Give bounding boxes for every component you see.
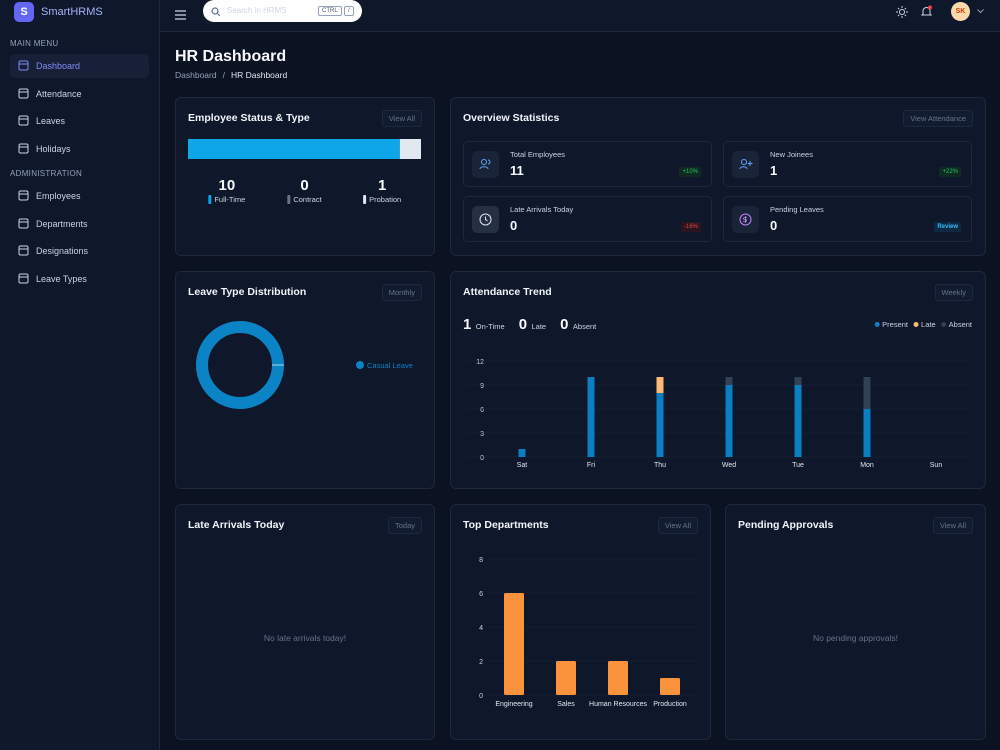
empty-message: No pending approvals!: [812, 633, 899, 643]
summary-label: On-Time: [475, 322, 505, 331]
pending-approvals-card: Pending Approvals View All No pending ap…: [725, 504, 986, 740]
stat-icon: [732, 206, 759, 233]
overview-card: Overview Statistics View Attendance Tota…: [450, 97, 986, 256]
theme-toggle[interactable]: [896, 6, 908, 18]
section-title: MAIN MENU: [10, 39, 59, 48]
summary-value: 0: [560, 316, 569, 333]
stat-badge: +22%: [939, 167, 961, 177]
summary-item: 1 On-Time: [463, 316, 505, 334]
nav-item[interactable]: Holidays: [10, 137, 149, 161]
nav-label: Employees: [36, 191, 81, 201]
nav-label: Designations: [36, 246, 89, 256]
card-title: Attendance Trend: [463, 286, 552, 298]
breadcrumb-item[interactable]: Dashboard: [175, 70, 217, 80]
summary-label: Absent: [572, 322, 597, 331]
stat-value: 1: [770, 163, 778, 178]
topbar: Search in HRMS CTRL / SK: [160, 0, 1000, 32]
nav-icon: [18, 190, 29, 201]
nav-item[interactable]: Attendance: [10, 82, 149, 106]
nav-item[interactable]: Designations: [10, 239, 149, 263]
search-icon: [211, 7, 220, 16]
stat-card: Late Arrivals Today 0 -16%: [463, 196, 712, 242]
nav-label: Departments: [36, 218, 88, 229]
summary-label: Late: [531, 322, 547, 331]
nav-label: Dashboard: [36, 61, 81, 71]
logo[interactable]: S: [14, 2, 34, 22]
nav-icon: [18, 273, 29, 283]
summary-value: 0: [518, 316, 528, 333]
stat-icon: [472, 151, 499, 178]
stat-label: Late Arrivals Today: [510, 205, 574, 214]
summary-item: 0 Late: [519, 316, 546, 334]
menu-toggle[interactable]: [175, 10, 186, 20]
stat-card: Total Employees 11 +10%: [463, 141, 712, 187]
late-arrivals-card: Late Arrivals Today Today No late arriva…: [175, 504, 435, 740]
stat-value: 0: [770, 218, 778, 233]
breadcrumb-item: HR Dashboard: [230, 70, 288, 80]
page-title: HR Dashboard: [175, 48, 287, 65]
nav-icon: [18, 60, 29, 71]
stat-badge: +10%: [679, 167, 701, 177]
card-action[interactable]: Monthly: [381, 284, 422, 301]
shortcut-key: CTRL: [318, 6, 342, 16]
stat-icon: [472, 206, 499, 233]
shortcut-key: /: [344, 6, 354, 16]
card-title: Overview Statistics: [463, 112, 560, 124]
stat-card: Pending Leaves 0 Review: [723, 196, 972, 242]
stat-label: Total Employees: [510, 150, 566, 159]
avatar[interactable]: SK: [951, 2, 970, 21]
breadcrumb-separator: /: [222, 70, 225, 80]
card-title: Late Arrivals Today: [188, 519, 285, 531]
card-title: Pending Approvals: [738, 519, 834, 531]
avatar-caret[interactable]: [977, 9, 984, 14]
nav-label: Holidays: [36, 143, 71, 154]
stat-value: 11: [510, 163, 524, 178]
notifications[interactable]: [920, 5, 933, 18]
card-action[interactable]: Today: [387, 517, 422, 534]
card-title: Employee Status & Type: [188, 112, 310, 124]
stat-card: New Joinees 1 +22%: [723, 141, 972, 187]
top-departments-card: Top Departments View All: [450, 504, 711, 740]
card-action[interactable]: View All: [657, 517, 698, 534]
sidebar: S SmartHRMS MAIN MENU Dashboard Attendance…: [0, 0, 160, 750]
leave-distribution-card: Leave Type Distribution Monthly: [175, 271, 435, 489]
nav-label: Leave Types: [36, 273, 87, 284]
nav-item[interactable]: Employees: [10, 184, 149, 208]
breadcrumb: Dashboard / HR Dashboard: [175, 70, 287, 80]
search-box[interactable]: Search in HRMS CTRL /: [203, 0, 362, 22]
card-title: Leave Type Distribution: [188, 286, 307, 298]
card-action[interactable]: Weekly: [934, 284, 973, 301]
summary-value: 1: [463, 316, 472, 333]
nav-item[interactable]: Leaves: [10, 109, 149, 133]
card-action[interactable]: View All: [932, 517, 973, 534]
nav-icon: [18, 218, 29, 228]
nav-icon: [18, 143, 29, 153]
brand[interactable]: SmartHRMS: [41, 6, 103, 18]
nav-label: Leaves: [36, 116, 66, 126]
stat-value: 0: [510, 218, 518, 233]
section-title: ADMINISTRATION: [10, 169, 83, 178]
card-action[interactable]: View All: [381, 110, 422, 127]
attendance-trend-card: Attendance Trend Weekly 1 On-Time 0 Late…: [450, 271, 986, 489]
card-action[interactable]: View Attendance: [903, 110, 973, 127]
nav-icon: [18, 115, 29, 126]
stat-icon: [732, 151, 759, 178]
stat-badge: -16%: [680, 222, 701, 232]
nav-item[interactable]: Departments: [10, 212, 149, 236]
nav-item[interactable]: Leave Types: [10, 267, 149, 291]
stat-label: Pending Leaves: [770, 205, 824, 214]
employee-status-card: Employee Status & Type View All: [175, 97, 435, 256]
card-title: Top Departments: [463, 519, 549, 531]
stat-label: New Joinees: [770, 150, 813, 159]
summary-item: 0 Absent: [560, 316, 596, 334]
nav-item[interactable]: Dashboard: [10, 54, 149, 78]
attendance-summary: 1 On-Time 0 Late 0 Absent: [463, 316, 596, 334]
nav-icon: [18, 245, 29, 256]
stat-badge[interactable]: Review: [934, 222, 961, 232]
nav-icon: [18, 88, 29, 98]
empty-message: No late arrivals today!: [263, 633, 347, 643]
nav-label: Attendance: [36, 88, 82, 99]
search-placeholder: Search in HRMS: [227, 6, 287, 15]
